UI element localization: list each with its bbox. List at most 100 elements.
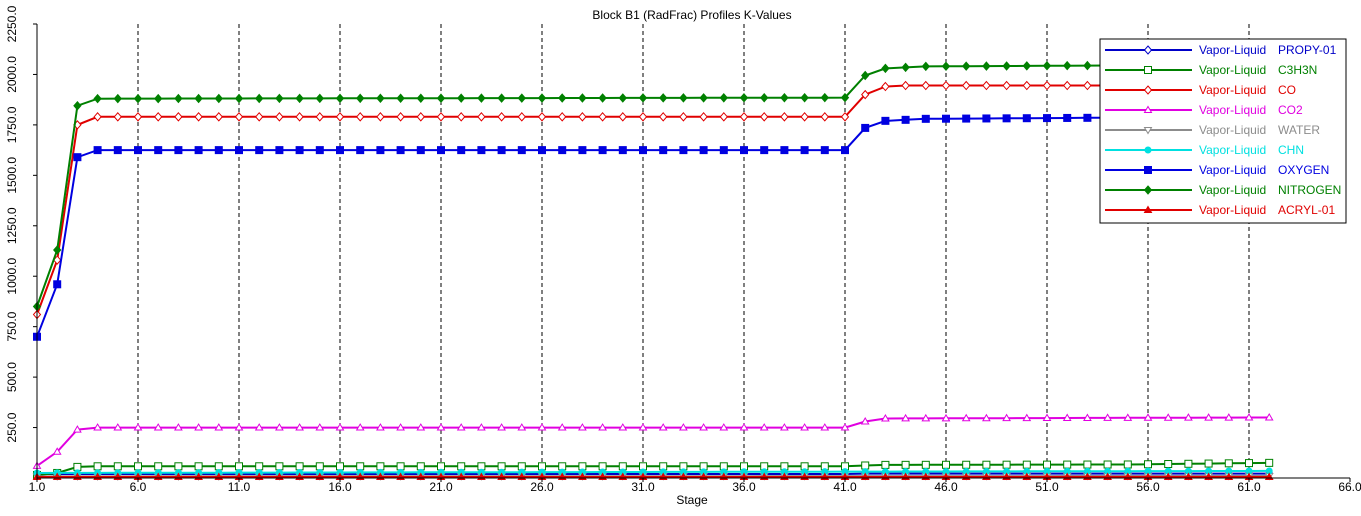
data-point bbox=[255, 146, 264, 155]
y-tick-label: 1000.0 bbox=[5, 258, 19, 295]
data-point bbox=[315, 93, 324, 104]
data-point bbox=[942, 114, 950, 123]
data-point bbox=[235, 462, 243, 471]
x-tick-label: 6.0 bbox=[130, 480, 147, 494]
data-point bbox=[699, 93, 708, 103]
data-point bbox=[719, 112, 728, 122]
legend-series-name: CHN bbox=[1278, 143, 1304, 157]
data-point bbox=[982, 61, 991, 71]
data-point bbox=[1244, 413, 1254, 421]
data-point bbox=[133, 112, 143, 122]
data-point bbox=[840, 112, 850, 122]
data-point bbox=[659, 146, 668, 155]
x-axis-label: Stage bbox=[676, 493, 708, 507]
data-point bbox=[639, 146, 647, 155]
data-point bbox=[335, 93, 345, 104]
data-point bbox=[154, 112, 163, 122]
legend-series-name: CO bbox=[1278, 83, 1296, 97]
data-point bbox=[214, 93, 223, 104]
data-point bbox=[1043, 114, 1051, 123]
data-point bbox=[962, 61, 971, 71]
data-point bbox=[1022, 114, 1031, 123]
data-point bbox=[1083, 113, 1092, 122]
data-point bbox=[517, 93, 526, 103]
data-point bbox=[275, 93, 284, 104]
data-point bbox=[1083, 413, 1092, 421]
data-point bbox=[719, 423, 729, 431]
legend-prefix: Vapor-Liquid bbox=[1199, 103, 1266, 117]
data-point bbox=[1184, 413, 1193, 421]
legend-prefix: Vapor-Liquid bbox=[1199, 123, 1266, 137]
data-point bbox=[174, 462, 183, 471]
data-point bbox=[760, 146, 769, 155]
legend-series-name: NITROGEN bbox=[1278, 183, 1341, 197]
data-point bbox=[335, 112, 345, 122]
data-point bbox=[840, 92, 850, 103]
data-point bbox=[1123, 460, 1132, 469]
data-point bbox=[760, 92, 769, 103]
data-point bbox=[457, 462, 466, 471]
data-point bbox=[739, 423, 749, 431]
legend-entry: Vapor-Liquid OXYGEN bbox=[1105, 163, 1329, 177]
data-point bbox=[497, 423, 506, 431]
data-point bbox=[477, 423, 486, 431]
legend-swatch-marker bbox=[1143, 105, 1153, 113]
data-point bbox=[194, 93, 203, 104]
data-point bbox=[275, 146, 284, 155]
data-point bbox=[598, 112, 607, 122]
data-point bbox=[295, 423, 304, 431]
x-tick-label: 31.0 bbox=[631, 480, 655, 494]
data-point bbox=[820, 112, 829, 122]
y-tick-label: 2250.0 bbox=[5, 5, 19, 42]
data-point bbox=[517, 423, 527, 431]
legend-entry: Vapor-Liquid C3H3N bbox=[1105, 63, 1317, 77]
data-point bbox=[295, 462, 304, 471]
data-point bbox=[1002, 114, 1011, 123]
data-point bbox=[1002, 460, 1011, 469]
data-point bbox=[93, 93, 102, 104]
legend-prefix: Vapor-Liquid bbox=[1199, 183, 1266, 197]
legend-series-name: ACRYL-01 bbox=[1278, 203, 1335, 217]
data-point bbox=[1245, 459, 1253, 468]
data-point bbox=[1062, 413, 1072, 421]
y-tick-label: 250.0 bbox=[5, 412, 19, 442]
data-point bbox=[396, 462, 405, 471]
data-point bbox=[214, 146, 223, 155]
data-point bbox=[759, 423, 769, 431]
data-point bbox=[658, 423, 668, 431]
y-tick-label: 1750.0 bbox=[5, 106, 19, 143]
data-point bbox=[1002, 80, 1011, 91]
data-point bbox=[134, 146, 142, 155]
series-oxygen bbox=[33, 113, 1132, 341]
legend-prefix: Vapor-Liquid bbox=[1199, 43, 1266, 57]
data-point bbox=[436, 423, 446, 431]
data-point bbox=[659, 112, 668, 122]
data-point bbox=[921, 460, 930, 469]
data-point bbox=[356, 146, 365, 155]
data-point bbox=[921, 61, 930, 72]
data-point bbox=[73, 425, 82, 433]
data-point bbox=[679, 93, 688, 103]
data-point bbox=[719, 93, 728, 103]
x-tick-label: 56.0 bbox=[1136, 480, 1160, 494]
data-point bbox=[780, 146, 789, 155]
data-point bbox=[1143, 413, 1153, 421]
data-point bbox=[174, 93, 183, 104]
data-point bbox=[255, 112, 264, 122]
data-point bbox=[537, 423, 547, 431]
y-tick-label: 750.0 bbox=[5, 311, 19, 341]
data-point bbox=[254, 423, 264, 431]
legend-entry: Vapor-Liquid CO2 bbox=[1105, 103, 1303, 117]
data-point bbox=[679, 146, 688, 155]
legend-swatch-marker bbox=[1144, 166, 1152, 174]
y-tick-label: 1250.0 bbox=[5, 207, 19, 244]
data-point bbox=[1204, 413, 1213, 421]
chart-title: Block B1 (RadFrac) Profiles K-Values bbox=[592, 8, 791, 22]
grid-layer bbox=[137, 24, 1250, 478]
data-point bbox=[234, 423, 244, 431]
data-point bbox=[113, 462, 122, 471]
series-co2 bbox=[32, 412, 1274, 469]
data-point bbox=[295, 93, 304, 104]
data-point bbox=[214, 462, 223, 471]
